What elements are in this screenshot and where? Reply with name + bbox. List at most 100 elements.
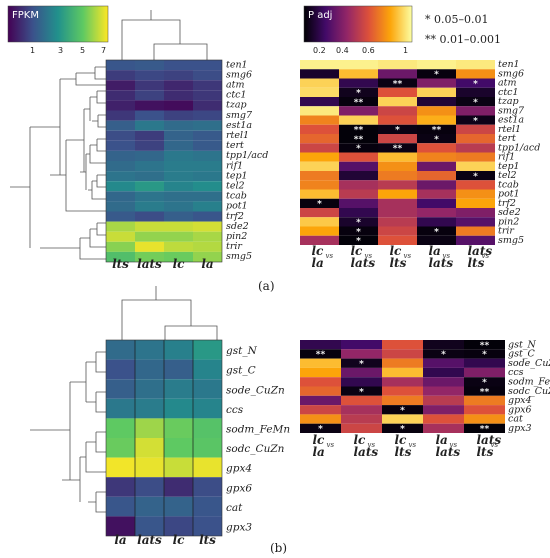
heatmap-cell: [106, 251, 135, 262]
padj-cell: [378, 143, 417, 153]
significance-mark: *: [356, 218, 361, 228]
significance-mark: *: [400, 406, 405, 416]
padj-cell: [341, 395, 382, 406]
padj-cell: [464, 340, 505, 350]
heatmap-cell: [193, 221, 222, 232]
padj-cell: [382, 377, 423, 387]
heatmap-cell: [135, 130, 164, 141]
heatmap-cell: [106, 100, 135, 111]
fpkm-tick: 3: [58, 46, 63, 55]
padj-cell: [464, 367, 505, 378]
heatmap-cell: [135, 241, 164, 252]
padj-cell: [464, 414, 505, 424]
row-label: smg5: [498, 235, 524, 246]
padj-cell: [423, 395, 464, 406]
heatmap-cell: [106, 340, 135, 360]
column-label: lc: [173, 533, 186, 547]
heatmap-cell: [193, 90, 222, 101]
padj-cell: [300, 405, 341, 415]
significance-mark: *: [359, 387, 364, 397]
comparison-vs: vs: [365, 252, 373, 260]
heatmap-cell: [193, 140, 222, 151]
heatmap-cell: [135, 80, 164, 91]
heatmap-cell: [164, 211, 193, 222]
padj-cell: [300, 171, 339, 181]
heatmap-cell: [164, 191, 193, 202]
row-label: gst_N: [508, 339, 537, 350]
padj-cell: [423, 386, 464, 396]
row-label: ccs: [226, 404, 244, 416]
column-label: la: [114, 533, 126, 547]
comparison-bottom: lats: [436, 445, 461, 459]
padj-cell: [300, 414, 341, 424]
significance-mark: *: [441, 350, 446, 360]
heatmap-cell: [164, 60, 193, 71]
significance-mark: **: [480, 387, 490, 397]
row-label: rtel1: [226, 130, 249, 141]
column-label: lts: [199, 533, 216, 547]
heatmap-cell: [193, 340, 222, 360]
heatmap-cell: [106, 496, 135, 517]
padj-cell: [339, 171, 378, 181]
significance-mark: **: [354, 98, 364, 108]
significance-mark: *: [434, 227, 439, 237]
heatmap-cell: [106, 418, 135, 438]
padj-cell: [339, 226, 378, 236]
heatmap-cell: [135, 150, 164, 161]
heatmap-cell: [164, 110, 193, 121]
row-label: rif1: [226, 160, 243, 171]
row-label: gpx4: [226, 463, 252, 475]
row-label: pin2: [498, 216, 519, 227]
padj-title: P adj: [308, 10, 332, 21]
heatmap-cell: [106, 140, 135, 151]
heatmap-cell: [193, 496, 222, 517]
heatmap-cell: [135, 181, 164, 192]
row-label: pot1: [226, 201, 248, 212]
heatmap-cell: [193, 150, 222, 161]
padj-cell: [417, 143, 456, 153]
heatmap-cell: [106, 130, 135, 141]
row-label: tert: [498, 133, 516, 144]
comparison-vs: vs: [450, 441, 458, 449]
heatmap-cell: [193, 80, 222, 91]
padj-cell: [300, 143, 339, 153]
padj-cell: [339, 69, 378, 79]
padj-cell: [382, 386, 423, 396]
row-label: ccs: [508, 367, 524, 378]
padj-cell: [341, 386, 382, 396]
heatmap-cell: [106, 359, 135, 380]
padj-cell: [382, 349, 423, 359]
heatmap-cell: [164, 70, 193, 81]
comparison-bottom: lts: [477, 445, 494, 459]
heatmap-cell: [106, 241, 135, 252]
row-label: tep1: [226, 170, 248, 181]
heatmap-cell: [106, 181, 135, 192]
significance-mark: **: [316, 350, 326, 360]
padj-cell: [456, 189, 495, 199]
heatmap-cell: [135, 120, 164, 131]
padj-cell: [300, 60, 339, 70]
padj-cell: [456, 69, 495, 79]
padj-cell: [382, 414, 423, 424]
heatmap-cell: [193, 379, 222, 399]
padj-cell: [417, 87, 456, 97]
heatmap-cell: [106, 191, 135, 202]
significance-mark: *: [317, 200, 322, 210]
significance-mark: *: [434, 135, 439, 145]
row-dendrogram-b: [30, 351, 106, 513]
heatmap-cell: [164, 340, 193, 360]
heatmap-cell: [135, 161, 164, 172]
row-label: sodm_FeMn: [226, 424, 290, 436]
padj-tick: 0.6: [362, 46, 375, 55]
padj-cell: [300, 115, 339, 125]
row-label: atm: [498, 78, 517, 89]
padj-cell: [456, 161, 495, 171]
comparison-top: lats: [468, 244, 493, 258]
row-label: tcab: [226, 191, 247, 202]
heatmap-cell: [106, 110, 135, 121]
significance-mark: *: [482, 378, 487, 388]
comparison-top: lats: [477, 433, 502, 447]
padj-cell: [339, 97, 378, 107]
heatmap-cell: [164, 100, 193, 111]
significance-mark: *: [356, 144, 361, 154]
